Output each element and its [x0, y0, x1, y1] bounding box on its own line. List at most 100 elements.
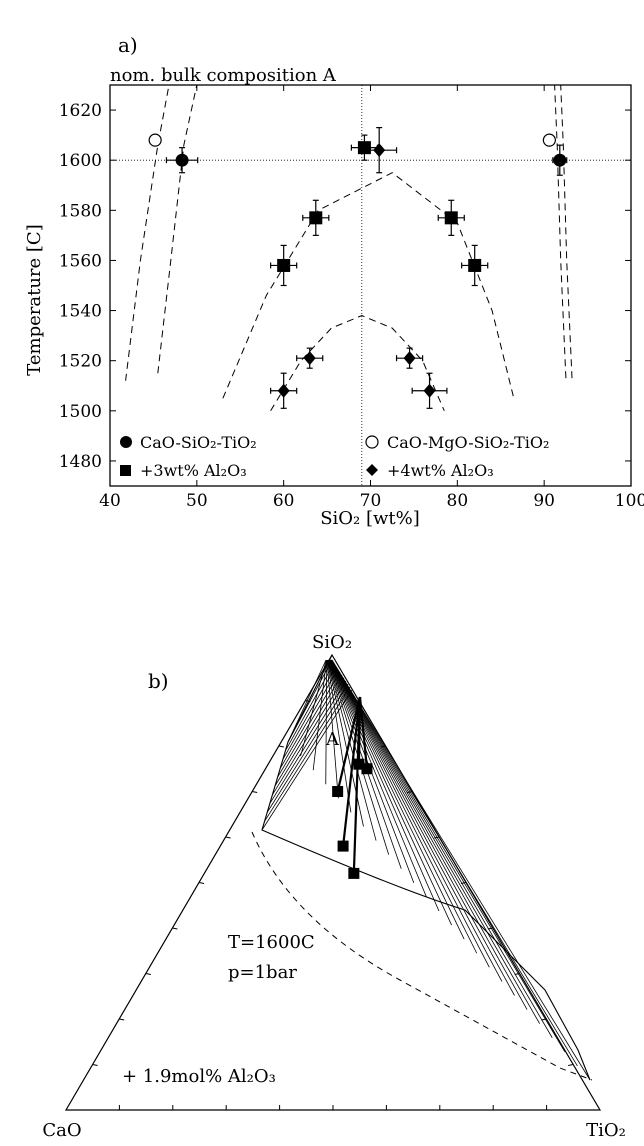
tie-line [328, 659, 427, 898]
y-tick-label: 1560 [59, 251, 102, 271]
tick-right [487, 927, 493, 930]
tick-left [172, 927, 178, 930]
tie-line-left [279, 668, 339, 769]
tie-line [331, 659, 591, 1081]
panel-a-label: a) [118, 33, 138, 57]
tie-line-left [266, 683, 349, 813]
apex-label-cao: CaO [42, 1120, 81, 1141]
x-tick-label: 70 [360, 491, 382, 511]
point-square [468, 258, 482, 272]
tie-line [326, 659, 352, 813]
bulk-composition-label: A [325, 729, 340, 750]
legend-marker-al3 [120, 465, 131, 476]
tick-left [119, 1018, 125, 1021]
legend-label-al4: +4wt% Al₂O₃ [387, 461, 494, 480]
tick-left [305, 700, 311, 702]
tick-left [145, 973, 151, 975]
tie-line [327, 659, 377, 841]
y-tick-label: 1580 [59, 201, 102, 221]
dashed-liquidus [251, 831, 593, 1081]
dashed-curve [560, 84, 573, 379]
tick-right [380, 745, 386, 748]
tie-line-left [261, 689, 353, 831]
x-axis-label: SiO₂ [wt%] [320, 508, 420, 529]
point-circle [553, 153, 567, 167]
tie-line-left [277, 671, 341, 778]
measured-tie-line [336, 696, 362, 792]
y-axis-label: Temperature [C] [24, 224, 45, 375]
tick-right [460, 882, 467, 884]
legend-label-cms: CaO-SiO₂-TiO₂ [140, 433, 257, 452]
ternary-diagram: A T=1600C p=1bar + 1.9mol% Al₂O₃ [64, 653, 602, 1111]
tie-line-left [272, 677, 345, 796]
x-tick-label: 50 [186, 491, 208, 511]
tie-line-left [274, 674, 343, 787]
legend-marker-cms [120, 436, 132, 448]
point-square [277, 258, 291, 272]
data-markers [148, 133, 567, 398]
legend-marker-al4 [366, 464, 378, 476]
panel-a-title: nom. bulk composition A [110, 65, 337, 86]
legend-label-al3: +3wt% Al₂O₃ [140, 461, 247, 480]
x-tick-label: 80 [447, 491, 469, 511]
tie-line-left [264, 686, 351, 822]
y-tick-label: 1500 [59, 402, 102, 422]
tie-line [326, 659, 339, 799]
x-tick-label: 40 [99, 491, 121, 511]
measured-point-square [348, 867, 360, 879]
dashed-curve [157, 84, 198, 374]
tick-left [198, 882, 205, 884]
y-tick-label: 1520 [59, 352, 102, 372]
tick-right [568, 1064, 574, 1066]
y-tick-label: 1480 [59, 452, 102, 472]
tick-left [252, 791, 258, 793]
panel-b-label: b) [148, 669, 169, 693]
tick-left [278, 745, 284, 748]
measured-tie-line [352, 696, 362, 874]
legend: CaO-SiO₂-TiO₂ CaO-MgO-SiO₂-TiO₂ +3wt% Al… [120, 433, 549, 480]
tie-line [330, 659, 553, 1038]
dashed-curve [125, 84, 170, 381]
tie-line [331, 659, 566, 1053]
tie-line [330, 659, 541, 1024]
tick-left [92, 1064, 98, 1066]
ternary-ticks [92, 700, 574, 1110]
point-diamond [403, 351, 416, 366]
measured-tie-lines [336, 696, 369, 874]
tie-line [328, 659, 452, 926]
legend-label-cmst: CaO-MgO-SiO₂-TiO₂ [387, 433, 549, 452]
tie-line-left [282, 665, 337, 760]
tick-right [514, 973, 520, 975]
error-bars [165, 127, 568, 409]
dashed-boundary-curves [125, 84, 573, 412]
point-diamond [373, 143, 386, 158]
point-open-circle [148, 133, 162, 147]
point-diamond [303, 351, 316, 366]
tick-right [353, 700, 359, 702]
measured-point-square [353, 758, 365, 770]
legend-marker-cmst [365, 435, 379, 449]
point-diamond [423, 383, 436, 398]
measured-point-square [337, 840, 349, 852]
y-tick-label: 1620 [59, 101, 102, 121]
measured-tie-line [358, 696, 369, 769]
miscibility-gap-boundary [261, 654, 591, 1081]
point-square [357, 141, 371, 155]
tie-line [329, 659, 490, 968]
tick-right [541, 1018, 547, 1021]
tick-left [225, 836, 231, 839]
x-tick-label: 100 [615, 491, 644, 511]
tick-right [407, 791, 413, 793]
point-open-circle [542, 133, 556, 147]
apex-label-sio2: SiO₂ [312, 632, 352, 653]
apex-label-tio2: TiO₂ [586, 1120, 626, 1141]
tie-line [312, 659, 327, 771]
point-square [444, 211, 458, 225]
x-tick-label: 90 [533, 491, 555, 511]
pressure-label: p=1bar [228, 962, 297, 983]
measured-point-square [332, 786, 344, 797]
y-tick-label: 1540 [59, 302, 102, 322]
tie-line [328, 659, 440, 912]
measured-tie-line [342, 696, 362, 847]
